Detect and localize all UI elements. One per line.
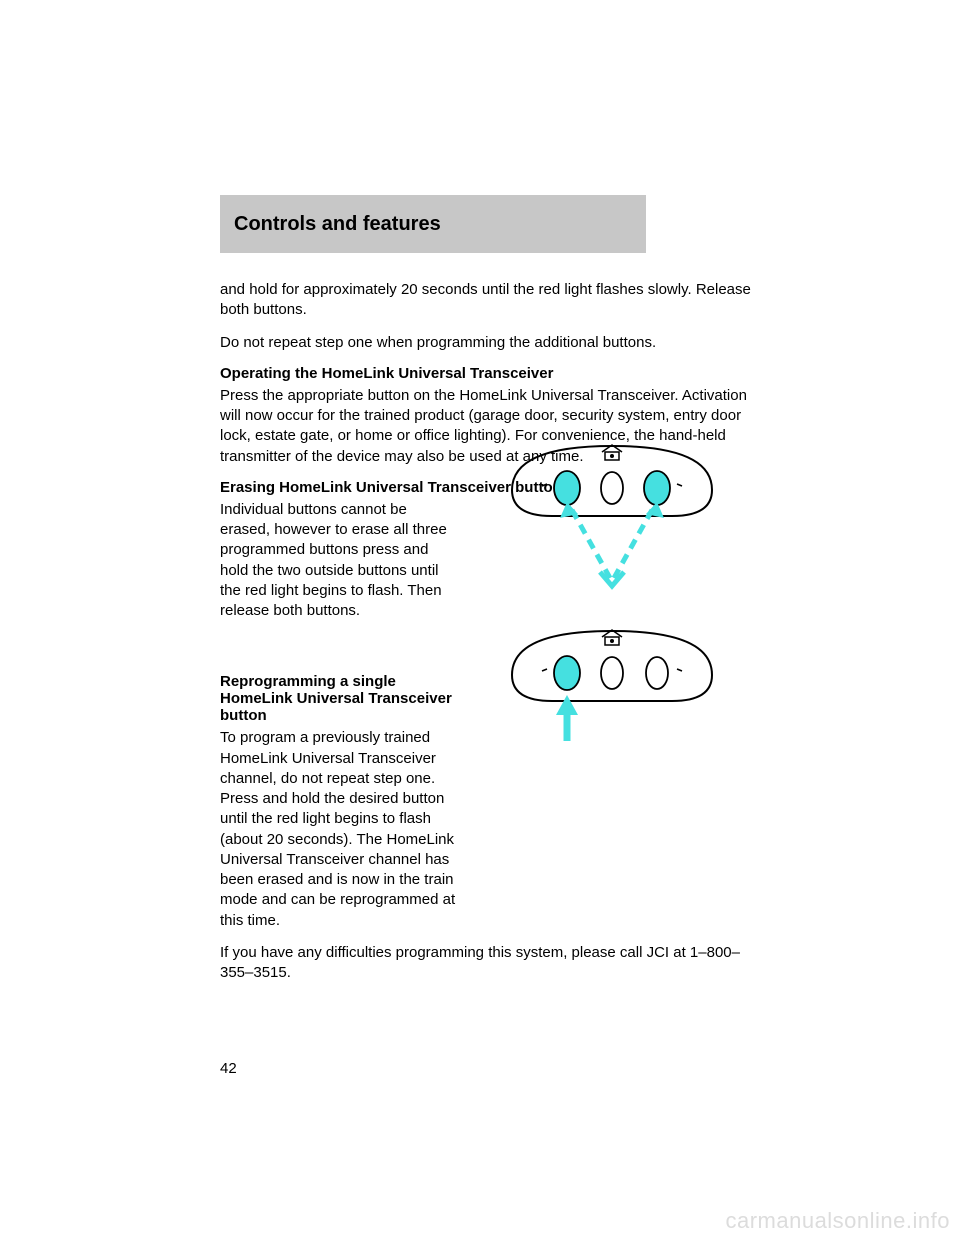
arrowhead-icon — [556, 695, 578, 715]
operating-title: Operating the HomeLink Universal Transce… — [220, 365, 756, 382]
left-button-highlight-icon — [554, 656, 580, 690]
page-container: Controls and features and hold for appro… — [0, 0, 960, 1242]
intro-paragraph: and hold for approximately 20 seconds un… — [220, 280, 756, 321]
reprogramming-paragraph-1: To program a previously trained HomeLink… — [220, 728, 460, 931]
reprogramming-paragraph-2: If you have any difficulties programming… — [220, 943, 756, 984]
watermark-text: carmanualsonline.info — [725, 1208, 950, 1234]
right-button-icon — [646, 657, 668, 689]
section-header-bar: Controls and features — [220, 195, 646, 253]
v-join-icon — [600, 572, 624, 586]
erasing-paragraph: Individual buttons cannot be erased, how… — [220, 500, 460, 622]
section-header-title: Controls and features — [234, 213, 441, 236]
house-icon — [602, 630, 622, 645]
center-button-icon — [601, 472, 623, 504]
right-button-highlight-icon — [644, 471, 670, 505]
reprogram-figure — [472, 625, 752, 765]
left-button-highlight-icon — [554, 471, 580, 505]
house-icon — [602, 445, 622, 460]
reprogram-figure-svg — [472, 625, 752, 765]
erase-figure-svg — [472, 440, 752, 610]
intro-hint: Do not repeat step one when programming … — [220, 333, 756, 353]
erase-figure — [472, 440, 752, 610]
reprogramming-title: Reprogramming a single HomeLink Universa… — [220, 673, 460, 724]
arrow-right-line-icon — [614, 510, 652, 578]
arrow-left-line-icon — [572, 510, 610, 578]
page-number: 42 — [220, 1060, 237, 1077]
center-button-icon — [601, 657, 623, 689]
